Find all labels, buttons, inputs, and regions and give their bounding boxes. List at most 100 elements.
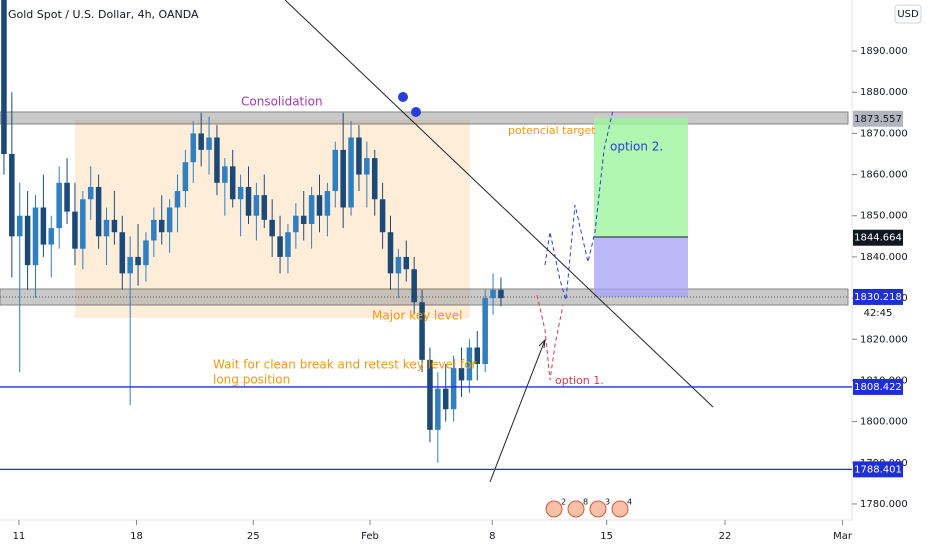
candle-body (498, 289, 504, 299)
price-badge-label: 1844.664 (854, 233, 902, 244)
y-tick-label: 1890.000 (860, 46, 908, 57)
event-icon (545, 500, 563, 518)
price-badge (853, 461, 903, 478)
candle-body (56, 182, 62, 229)
candle-body (427, 359, 433, 430)
currency-button[interactable] (894, 4, 922, 24)
candle-body (222, 166, 228, 183)
annotation: Consolidation (241, 95, 323, 109)
candle-body (64, 182, 70, 212)
candle-body (206, 137, 212, 150)
y-tick-label: 1860.000 (860, 170, 908, 181)
candle-body (95, 186, 102, 237)
marker (398, 92, 408, 102)
candle-body (151, 219, 157, 241)
price-badge (853, 289, 903, 306)
candle-body (474, 347, 481, 364)
chart-title: Gold Spot / U.S. Dollar, 4h, OANDA (8, 8, 199, 21)
candle-body (143, 240, 149, 266)
candle-body (482, 298, 488, 364)
candle-body (364, 158, 370, 175)
candle-body (356, 137, 362, 175)
x-tick-label: 22 (719, 531, 732, 542)
trend-line (284, 0, 714, 408)
y-tick-label: 1780.000 (860, 499, 908, 510)
candle-body (214, 137, 220, 183)
candle-body (269, 219, 275, 237)
resistance-zone (0, 111, 849, 125)
candle-body (1, 0, 7, 154)
candle-body (371, 158, 378, 200)
candle-body (119, 232, 126, 274)
candle-body (450, 368, 457, 410)
x-tick-label: 18 (130, 531, 143, 542)
currency-label: USD (897, 9, 919, 20)
candle-body (166, 207, 173, 233)
x-tick-label: Mar (833, 531, 853, 542)
price-badge (853, 110, 903, 127)
candle-body (182, 162, 189, 192)
arrow-head (538, 338, 546, 349)
candle-body (277, 236, 283, 257)
candle-body (24, 215, 31, 266)
candle-body (308, 195, 315, 224)
candle-body (316, 195, 323, 216)
candle-body (229, 166, 236, 200)
countdown-badge (853, 304, 903, 321)
candle-body (379, 199, 386, 233)
candle-body (458, 368, 465, 381)
x-tick-label: 8 (489, 531, 495, 542)
candle-body (466, 347, 473, 381)
candle-body (103, 219, 110, 237)
event-icon (567, 500, 585, 518)
candle-body (411, 269, 417, 303)
candle-body (324, 191, 331, 216)
price-badge (853, 378, 903, 395)
candle-body (442, 388, 449, 410)
annotation: Major key level (372, 309, 463, 323)
marker (411, 107, 421, 117)
event-count: 2 (561, 498, 566, 507)
y-tick-label: 1840.000 (860, 252, 908, 263)
candle-body (245, 186, 252, 216)
annotation: long position (213, 373, 290, 387)
candle-body (340, 149, 346, 208)
x-tick-label: 25 (247, 531, 260, 542)
candle-body (198, 133, 204, 150)
candle-body (40, 207, 47, 245)
candle-body (111, 219, 118, 233)
event-count: 3 (605, 498, 610, 507)
candle-body (348, 137, 354, 208)
y-tick-label: 1870.000 (860, 128, 908, 139)
y-tick-label: 1820.000 (860, 334, 908, 345)
event-icon (589, 500, 607, 518)
x-tick-label: 15 (600, 531, 613, 542)
candle-body (237, 186, 244, 200)
y-tick-label: 1880.000 (860, 87, 908, 98)
x-tick-label: Feb (361, 531, 379, 542)
candle-body (135, 256, 141, 266)
candle-body (285, 232, 291, 257)
annotation: option 1. (555, 374, 604, 387)
candle-body (158, 219, 165, 233)
candle-body (490, 289, 496, 299)
candle-body (87, 186, 94, 200)
option2-path (544, 109, 614, 301)
x-tick-label: 11 (13, 531, 26, 542)
event-icon (611, 500, 629, 518)
event-count: 8 (583, 498, 588, 507)
candle-body (174, 191, 181, 208)
entry-zone (594, 237, 688, 297)
annotation: potencial target (508, 124, 596, 137)
countdown: 42:45 (864, 308, 893, 319)
price-axis (852, 0, 932, 520)
events: 2 8 3 4 (545, 498, 632, 518)
target-zone (594, 118, 688, 237)
candle-body (395, 256, 402, 274)
price-badge-label: 1873.557 (854, 114, 902, 125)
y-tick-label: 1800.000 (860, 417, 908, 428)
price-badge (853, 229, 903, 246)
candle-body (293, 215, 299, 233)
